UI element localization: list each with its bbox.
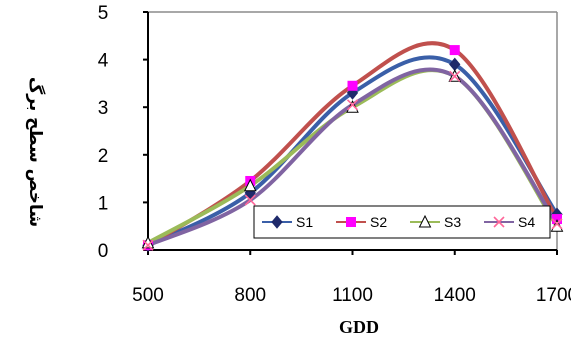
y-tick-label: 1 xyxy=(98,193,109,214)
series-markers xyxy=(141,45,564,253)
x-tick-label: 800 xyxy=(234,285,266,306)
data-point-s4 xyxy=(244,194,256,206)
data-point-s4-stroke xyxy=(551,218,563,230)
data-point-s4 xyxy=(449,70,461,82)
x-tick-label: 1400 xyxy=(434,285,476,306)
legend-marker xyxy=(418,214,432,228)
legend-item-s2: S2 xyxy=(336,214,387,230)
data-point-s4-stroke xyxy=(449,70,461,82)
x-tick-label: 1100 xyxy=(332,285,373,306)
legend-marker xyxy=(346,217,356,227)
y-axis: 0 1 2 3 4 5 xyxy=(98,3,149,262)
data-point-s4-stroke xyxy=(346,99,359,111)
data-point-s2 xyxy=(347,80,358,91)
data-point-s4 xyxy=(142,239,154,251)
legend-label: S3 xyxy=(444,214,461,230)
legend-item-s3: S3 xyxy=(410,214,461,230)
data-point-s2 xyxy=(449,45,460,56)
x-axis-title: GDD xyxy=(339,317,379,337)
x-tick-label: 1700 xyxy=(536,285,571,306)
y-tick-label: 2 xyxy=(98,146,109,167)
legend-item-s1: S1 xyxy=(262,214,313,230)
x-tick-label: 500 xyxy=(132,285,164,306)
data-point-s2 xyxy=(552,214,562,225)
legend-item-s4: S4 xyxy=(484,214,535,230)
legend: S1 S2 S3 S4 xyxy=(253,205,551,239)
data-point-s3 xyxy=(243,178,257,192)
legend-label: S4 xyxy=(518,214,535,230)
y-tick-label: 3 xyxy=(98,98,109,119)
data-point-s4 xyxy=(346,99,359,111)
x-axis: 500 800 1100 1400 1700 xyxy=(132,249,571,306)
legend-label: S2 xyxy=(370,214,387,230)
series-line-s4 xyxy=(146,67,559,248)
y-tick-label: 4 xyxy=(98,51,109,72)
legend-marker xyxy=(271,215,283,229)
legend-marker xyxy=(493,216,505,228)
y-tick-label: 5 xyxy=(98,3,109,24)
y-tick-label: 0 xyxy=(98,241,109,262)
legend-label: S1 xyxy=(296,214,313,230)
data-point-s4 xyxy=(551,218,563,230)
data-point-s4-stroke xyxy=(142,239,154,251)
legend-marker-stroke xyxy=(493,216,505,228)
data-point-s4-stroke xyxy=(244,194,256,206)
y-axis-title: شاخص سطح برگ xyxy=(25,77,45,227)
